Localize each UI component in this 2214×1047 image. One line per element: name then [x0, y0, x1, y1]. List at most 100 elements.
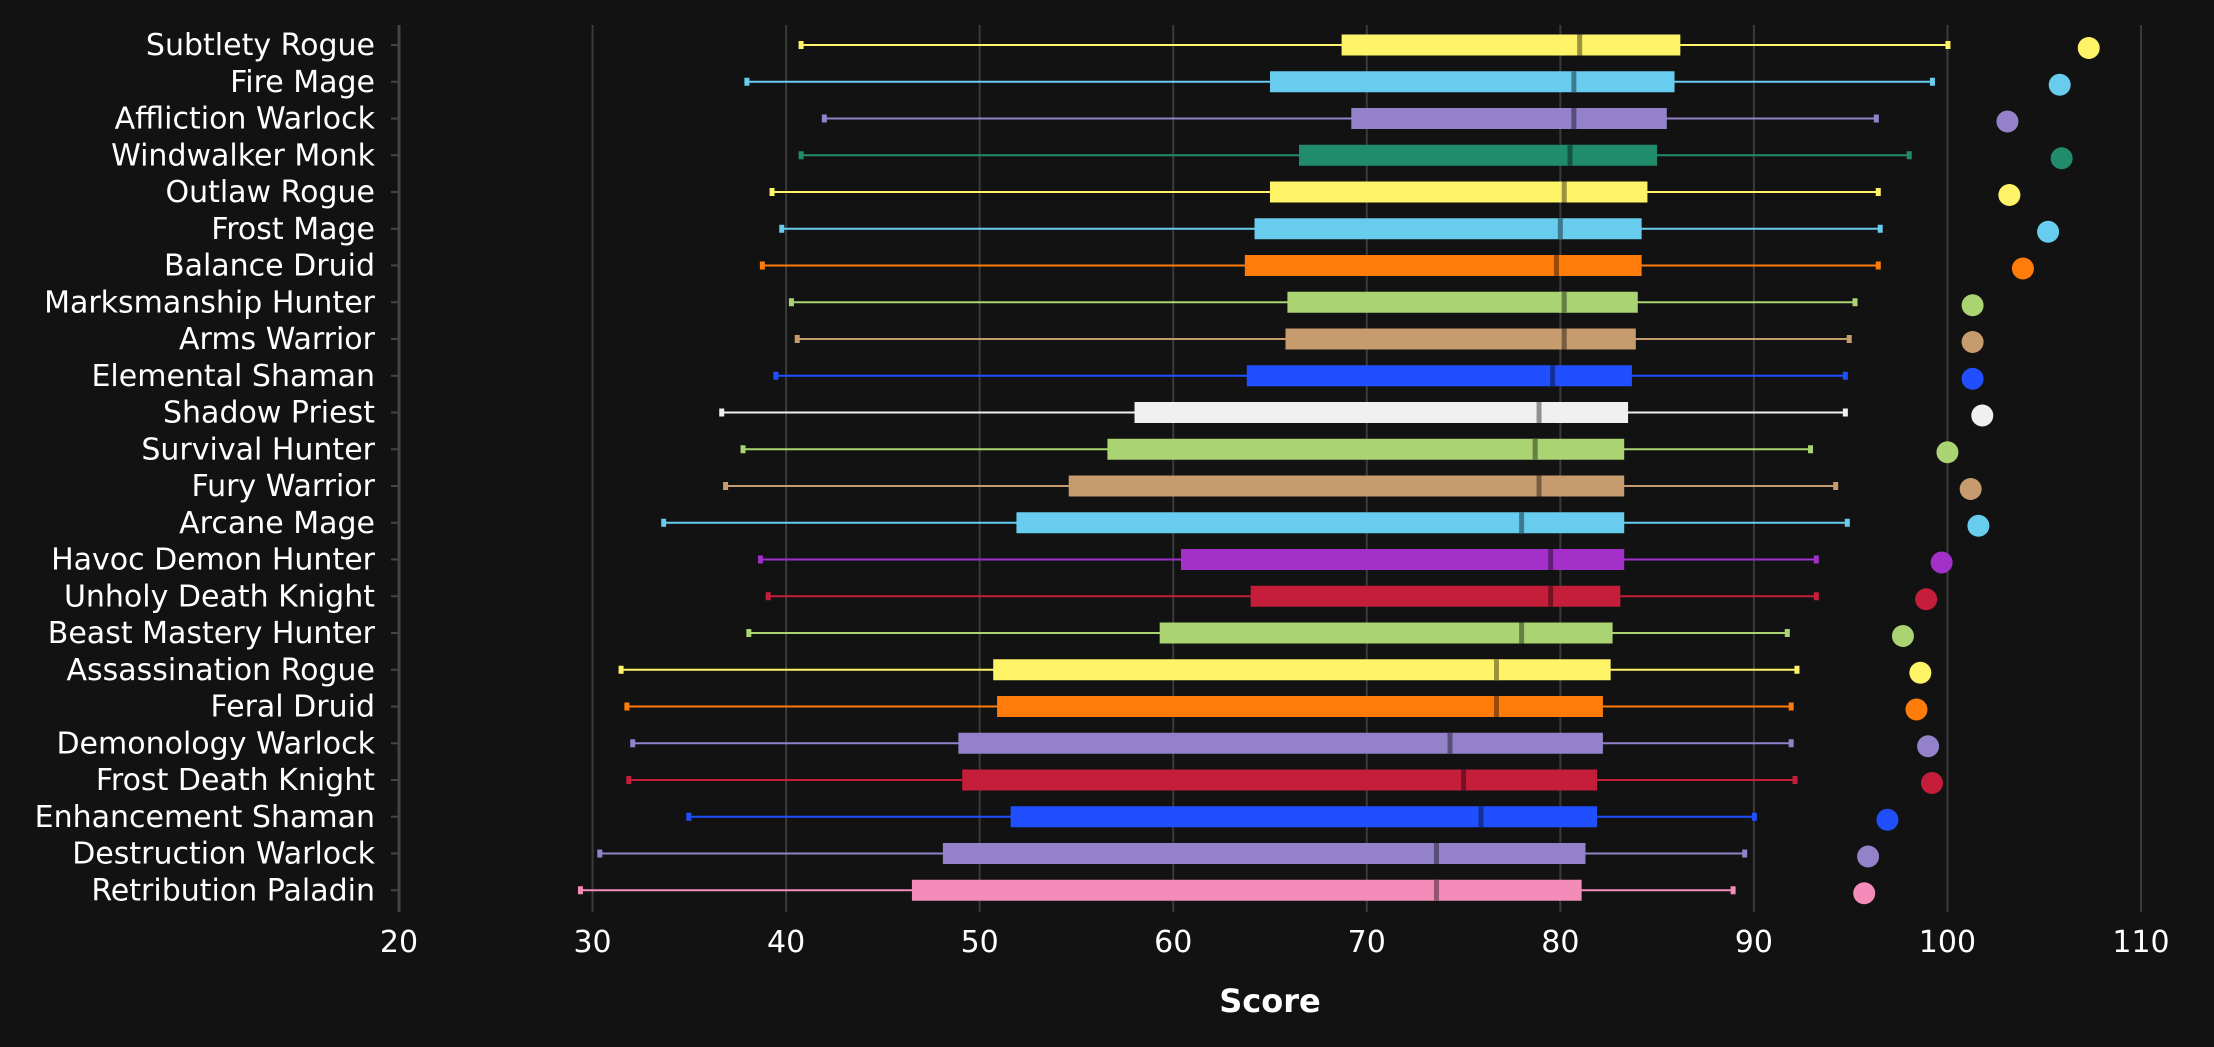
grid-layer	[591, 25, 2142, 912]
whisker-cap-low	[624, 702, 630, 711]
box-row	[769, 181, 2021, 206]
max-dot	[1876, 808, 1899, 831]
iqr-box	[942, 843, 1586, 864]
whisker-cap-high	[1833, 482, 1839, 490]
iqr-box	[997, 696, 1603, 717]
box-row	[597, 843, 1880, 868]
max-dot	[1996, 110, 2019, 133]
category-label: Havoc Demon Hunter	[51, 543, 376, 578]
x-tick-label: 90	[1735, 925, 1773, 960]
whisker-cap-low	[719, 408, 725, 417]
category-label: Fury Warrior	[191, 469, 375, 504]
box-row	[624, 696, 1928, 721]
category-label: Marksmanship Hunter	[44, 285, 376, 320]
category-label: Beast Mastery Hunter	[48, 616, 376, 651]
max-dot	[1917, 735, 1940, 758]
whisker-cap-high	[1846, 335, 1852, 343]
iqr-box	[1270, 71, 1675, 93]
median-marker	[1561, 328, 1567, 350]
x-tick-label: 110	[2112, 925, 2169, 960]
category-label: Fire Mage	[230, 65, 375, 100]
max-dot	[1930, 551, 1953, 574]
category-label: Assassination Rogue	[66, 653, 375, 688]
whisker-cap-low	[779, 224, 785, 233]
median-marker	[1536, 475, 1542, 497]
median-marker	[1550, 365, 1556, 387]
whisker-cap-low	[794, 335, 800, 343]
whisker-cap-low	[723, 482, 729, 490]
box-row	[744, 71, 2071, 96]
category-label: Enhancement Shaman	[35, 800, 375, 835]
whisker-cap-low	[740, 445, 746, 454]
iqr-box	[1246, 365, 1632, 387]
max-dot	[2077, 37, 2100, 59]
median-marker	[1519, 622, 1525, 644]
category-label: Survival Hunter	[141, 432, 375, 467]
whisker-cap-low	[765, 592, 771, 601]
whisker-cap-low	[769, 188, 775, 196]
max-dot	[1915, 588, 1938, 611]
box-row	[661, 512, 1990, 537]
box-row	[821, 108, 2019, 133]
median-marker	[1536, 402, 1542, 423]
iqr-box	[1107, 438, 1625, 460]
median-marker	[1433, 879, 1439, 901]
whisker-cap-high	[1906, 151, 1912, 160]
box-row	[798, 144, 2073, 170]
x-axis-title: Score	[1219, 982, 1320, 1020]
iqr-box	[993, 659, 1611, 681]
box-row	[686, 806, 1899, 831]
max-dot	[1905, 698, 1928, 721]
whisker-cap-low	[686, 812, 692, 821]
iqr-box	[1159, 622, 1613, 644]
category-label: Balance Druid	[164, 249, 375, 284]
labels-layer: 20 30 40 50 60 70 80 90 100 110 Subtlety RogueFire…	[35, 28, 2170, 960]
box-row	[723, 475, 1982, 500]
iqr-box	[1254, 218, 1642, 240]
whisker-cap-high	[1875, 261, 1881, 270]
median-marker	[1461, 769, 1467, 791]
x-tick-label: 60	[1154, 925, 1192, 960]
category-label: Frost Death Knight	[96, 763, 375, 798]
category-label: Demonology Warlock	[56, 726, 375, 761]
x-tick-label: 70	[1348, 925, 1386, 960]
box-row	[788, 291, 1984, 317]
median-marker	[1561, 291, 1567, 313]
category-label: Unholy Death Knight	[64, 579, 375, 614]
category-label: Retribution Paladin	[91, 873, 375, 908]
max-dot	[1961, 294, 1984, 317]
whisker-cap-high	[1929, 77, 1935, 86]
max-dot	[1857, 845, 1880, 868]
median-marker	[1532, 438, 1538, 460]
x-tick-label: 30	[573, 925, 611, 960]
box-row	[746, 622, 1914, 647]
x-tick-label: 50	[961, 925, 999, 960]
iqr-box	[962, 769, 1598, 791]
median-marker	[1553, 255, 1559, 276]
box-row	[765, 585, 1938, 611]
max-dot	[1920, 772, 1943, 794]
max-dot	[1909, 661, 1932, 684]
max-dot	[1967, 514, 1990, 537]
category-label: Outlaw Rogue	[165, 175, 375, 210]
category-label: Affliction Warlock	[115, 102, 376, 137]
box-row	[719, 402, 1994, 427]
median-marker	[1567, 144, 1573, 166]
x-tick-label: 100	[1919, 925, 1976, 960]
median-marker	[1447, 732, 1453, 754]
median-marker	[1577, 34, 1583, 56]
whisker-cap-high	[1808, 445, 1814, 454]
median-marker	[1571, 71, 1577, 93]
median-marker	[1571, 108, 1577, 129]
median-marker	[1548, 585, 1554, 607]
median-marker	[1548, 549, 1554, 570]
max-dot	[2048, 73, 2071, 96]
box-row	[740, 438, 1959, 464]
whisker-cap-high	[1730, 886, 1736, 895]
max-dot	[1853, 882, 1876, 905]
whisker-cap-low	[630, 739, 636, 748]
median-marker	[1493, 659, 1499, 681]
x-tick-label: 40	[767, 925, 805, 960]
whisker-cap-high	[1852, 298, 1858, 307]
